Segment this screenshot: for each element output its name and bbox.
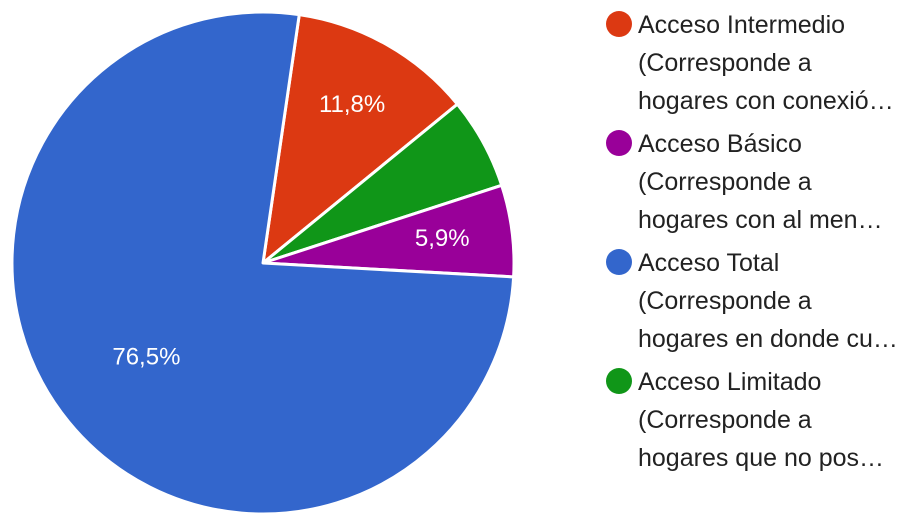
legend-label-line: Acceso Intermedio xyxy=(638,11,845,39)
legend-label-line: (Corresponde a xyxy=(638,287,812,315)
legend-label-line: (Corresponde a xyxy=(638,406,812,434)
legend-color-dot xyxy=(606,130,632,156)
legend-label-line: Acceso Básico xyxy=(638,130,802,158)
legend-item[interactable]: Acceso Limitado (Corresponde a hogares que… xyxy=(606,368,884,472)
legend-item[interactable]: Acceso Básico (Corresponde a hogares con a… xyxy=(606,130,883,234)
pie-data-labels: 11,8% 5,9% 76,5% xyxy=(112,91,470,371)
slice-data-label: 5,9% xyxy=(415,225,470,252)
slice-data-label: 76,5% xyxy=(112,344,180,371)
legend: Acceso Intermedio (Corresponde a hogares c… xyxy=(606,11,898,472)
legend-label-line: hogares con al men… xyxy=(638,206,883,234)
legend-label-line: Acceso Limitado xyxy=(638,368,821,396)
legend-color-dot xyxy=(606,368,632,394)
legend-item[interactable]: Acceso Intermedio (Corresponde a hogares c… xyxy=(606,11,894,115)
legend-label-line: (Corresponde a xyxy=(638,168,812,196)
pie-slice[interactable] xyxy=(261,13,459,265)
slice-data-label: 11,8% xyxy=(319,91,385,118)
pie-slices xyxy=(10,10,516,514)
legend-color-dot xyxy=(606,11,632,37)
legend-label-line: Acceso Total xyxy=(638,249,779,277)
legend-label-line: hogares en donde cu… xyxy=(638,325,898,353)
legend-item[interactable]: Acceso Total (Corresponde a hogares en don… xyxy=(606,249,898,353)
legend-label-line: hogares que no pos… xyxy=(638,444,884,472)
pie-slice[interactable] xyxy=(10,10,516,514)
legend-label-line: hogares con conexió… xyxy=(638,87,894,115)
legend-color-dot xyxy=(606,249,632,275)
legend-label-line: (Corresponde a xyxy=(638,49,812,77)
